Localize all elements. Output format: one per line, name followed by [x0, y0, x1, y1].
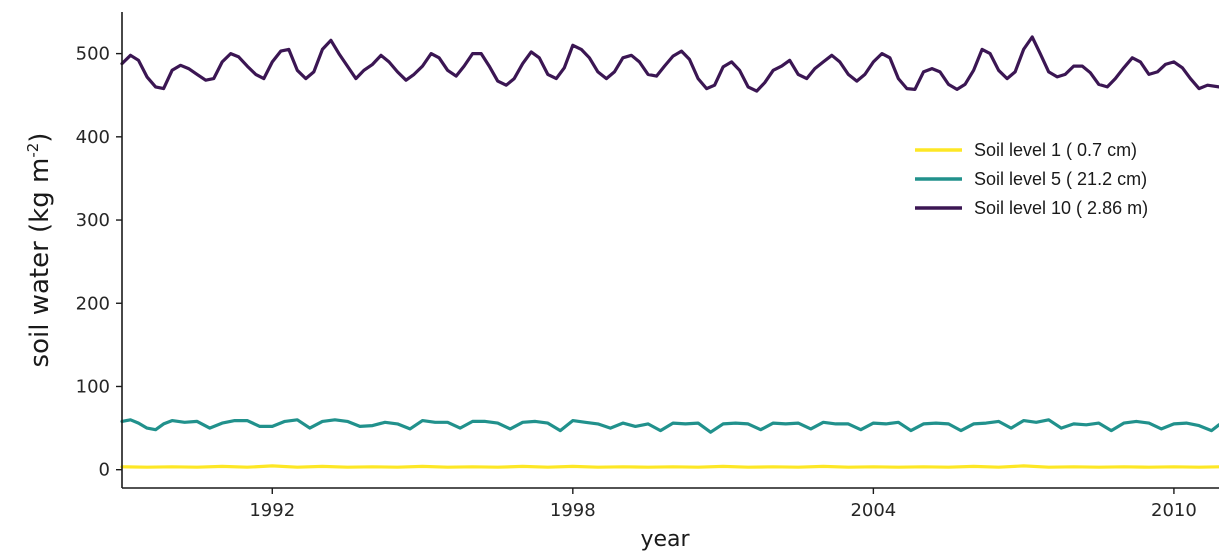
y-axis-ticks: 0 100 200 300 400 500: [76, 44, 122, 481]
x-tick-label: 1998: [550, 500, 596, 521]
plot-area: [120, 35, 1219, 469]
legend-label-1: Soil level 1 ( 0.7 cm): [974, 140, 1137, 160]
y-tick-label: 0: [99, 460, 110, 481]
y-tick-label: 500: [76, 44, 110, 65]
x-tick-label: 2004: [850, 500, 896, 521]
y-axis-title-main: soil water (kg m: [25, 158, 55, 368]
legend-label-3: Soil level 10 ( 2.86 m): [974, 198, 1148, 218]
legend-label-2: Soil level 5 ( 21.2 cm): [974, 169, 1147, 189]
legend: Soil level 1 ( 0.7 cm) Soil level 5 ( 21.…: [915, 140, 1148, 218]
y-tick-label: 100: [76, 376, 110, 397]
x-axis-ticks: 1992 1998 2004 2010: [249, 488, 1197, 521]
y-tick-label: 300: [76, 210, 110, 231]
y-tick-label: 400: [76, 127, 110, 148]
series-line-3: [120, 35, 1219, 93]
x-tick-label: 2010: [1151, 500, 1197, 521]
y-axis-title-end: ): [25, 133, 55, 143]
x-axis-title: year: [640, 527, 690, 552]
y-axis-title-superscript: -2: [24, 143, 42, 158]
series-line-1: [120, 464, 1219, 469]
y-tick-label: 200: [76, 293, 110, 314]
x-tick-label: 1992: [249, 500, 295, 521]
series-line-2: [120, 418, 1219, 434]
y-axis-title: soil water (kg m-2): [24, 133, 55, 368]
